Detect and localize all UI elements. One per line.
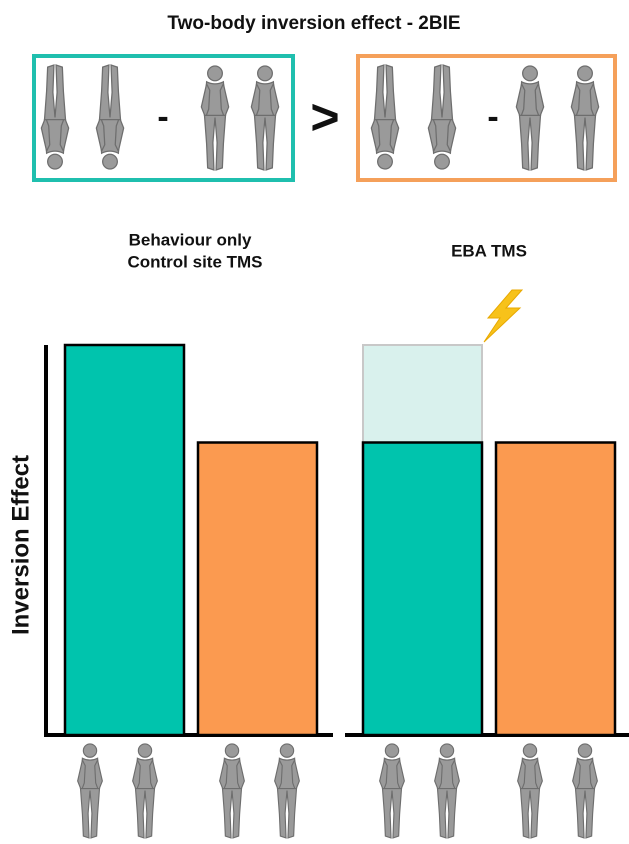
arms	[572, 758, 598, 793]
arms	[200, 82, 230, 120]
legs	[134, 788, 156, 839]
arms	[379, 758, 405, 793]
legs	[519, 788, 541, 839]
arms	[77, 758, 103, 793]
bar	[196, 441, 319, 737]
head	[207, 65, 223, 82]
legs	[436, 788, 458, 839]
legs	[574, 788, 596, 839]
head	[137, 743, 153, 758]
arms	[370, 115, 400, 153]
legs	[573, 114, 597, 171]
head	[377, 153, 393, 170]
legs	[276, 788, 298, 839]
bar	[494, 441, 617, 737]
arms	[515, 82, 545, 120]
legs	[221, 788, 243, 839]
body-figure	[274, 743, 300, 839]
tms-bolt	[483, 289, 524, 343]
panel-title: Control site TMS	[127, 252, 262, 271]
legs	[381, 788, 403, 839]
head	[47, 153, 63, 170]
legs	[373, 64, 397, 121]
arms	[517, 758, 543, 793]
condition-box-right	[356, 54, 617, 182]
head	[522, 65, 538, 82]
legs	[430, 64, 454, 121]
body-figure	[427, 64, 457, 170]
minus-sign: -	[157, 98, 168, 136]
arms	[219, 758, 245, 793]
body-figure	[77, 743, 103, 839]
head	[82, 743, 98, 758]
body-figure	[40, 64, 70, 170]
head	[257, 65, 273, 82]
body-figure	[132, 743, 158, 839]
legs	[518, 114, 542, 171]
arms	[427, 115, 457, 153]
head	[439, 743, 455, 758]
body-figure	[200, 65, 230, 171]
head	[279, 743, 295, 758]
body-figure	[250, 65, 280, 171]
legs	[43, 64, 67, 121]
head	[224, 743, 240, 758]
bar	[361, 441, 484, 737]
head	[384, 743, 400, 758]
legs	[203, 114, 227, 171]
body-figure	[219, 743, 245, 839]
body-figures	[40, 64, 600, 839]
body-figure	[517, 743, 543, 839]
panel-title: Behaviour only	[129, 230, 252, 249]
body-figure	[515, 65, 545, 171]
panel-title: EBA TMS	[451, 241, 527, 260]
arms	[434, 758, 460, 793]
minus-sign: -	[487, 98, 498, 136]
body-figure	[570, 65, 600, 171]
legs	[98, 64, 122, 121]
arms	[274, 758, 300, 793]
legs	[253, 114, 277, 171]
figure-title: Two-body inversion effect - 2BIE	[167, 13, 460, 34]
body-figure	[572, 743, 598, 839]
arms	[250, 82, 280, 120]
arms	[95, 115, 125, 153]
condition-box-left	[32, 54, 295, 182]
arms	[40, 115, 70, 153]
greater-than: >	[310, 89, 339, 145]
head	[577, 65, 593, 82]
body-figure	[95, 64, 125, 170]
body-figure	[370, 64, 400, 170]
head	[102, 153, 118, 170]
head	[577, 743, 593, 758]
arms	[570, 82, 600, 120]
bar	[63, 343, 186, 737]
y-axis-label: Inversion Effect	[7, 455, 34, 635]
body-figure	[434, 743, 460, 839]
head	[522, 743, 538, 758]
head	[434, 153, 450, 170]
body-figure	[379, 743, 405, 839]
arms	[132, 758, 158, 793]
legs	[79, 788, 101, 839]
